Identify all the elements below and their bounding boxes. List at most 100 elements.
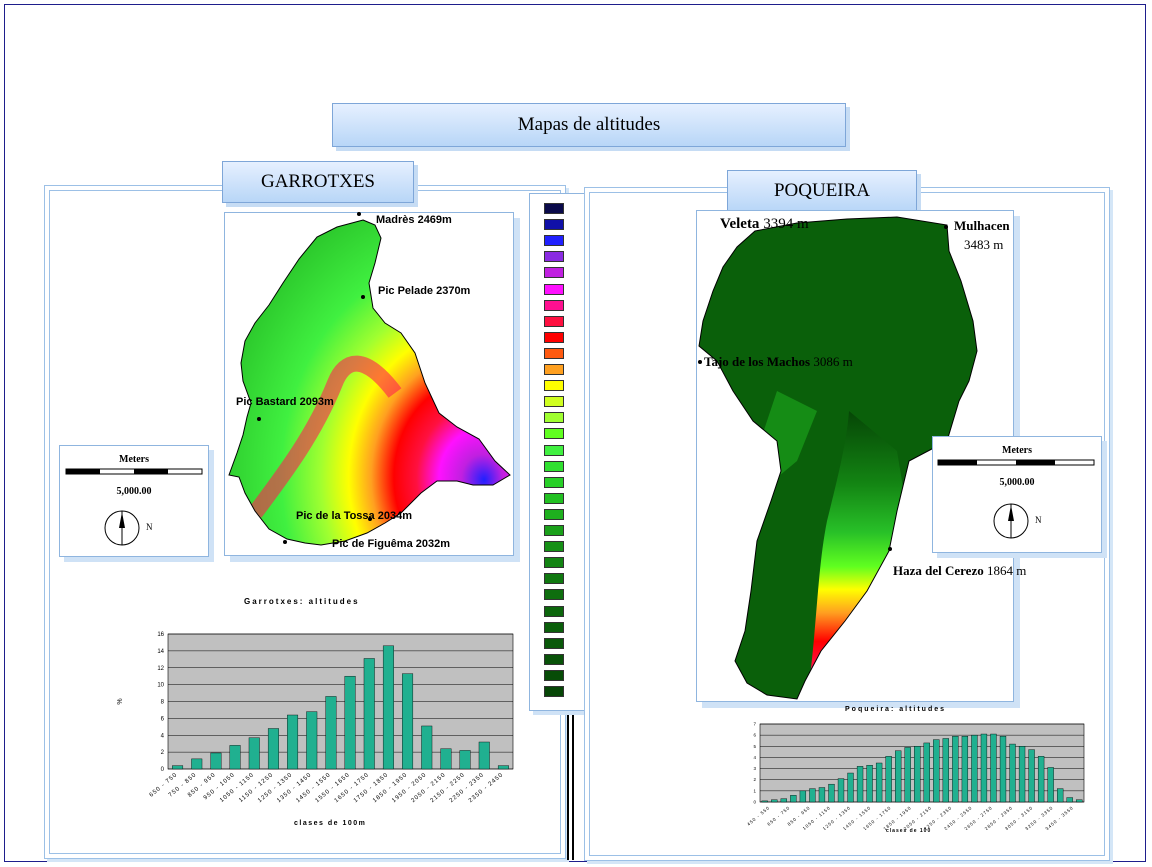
bar xyxy=(1018,746,1026,803)
bar xyxy=(942,738,949,803)
bar xyxy=(402,673,414,770)
bar xyxy=(952,736,959,803)
y-tick-label: 1 xyxy=(753,788,756,793)
legend-swatch xyxy=(544,283,564,295)
peak-label-tajo: Tajo de los Machos 3086 m xyxy=(704,354,853,369)
bar xyxy=(923,742,930,803)
y-tick-label: 0 xyxy=(753,800,756,805)
scale-unit: Meters xyxy=(119,454,149,465)
legend-swatch xyxy=(544,347,564,359)
scale-bar-icon xyxy=(937,459,1095,466)
north-arrow-icon xyxy=(104,510,140,546)
legend-swatch xyxy=(544,396,564,408)
legend-swatch xyxy=(544,573,564,585)
chart-title: Poqueira: altitudes xyxy=(845,706,947,713)
bar xyxy=(799,790,807,803)
legend-swatch xyxy=(544,557,564,569)
bar xyxy=(287,714,299,770)
y-tick-label: 16 xyxy=(157,632,164,638)
bar xyxy=(914,746,921,803)
scale-box-left: Meters 5,000.00 N xyxy=(59,445,209,557)
bar xyxy=(248,737,260,770)
page-frame xyxy=(4,4,1146,862)
legend-swatch xyxy=(544,476,564,488)
legend-swatch xyxy=(544,621,564,633)
bar xyxy=(459,750,471,770)
legend-swatch xyxy=(544,380,564,392)
bar xyxy=(971,734,978,803)
bar xyxy=(904,747,911,803)
bar xyxy=(771,799,778,803)
bar xyxy=(1076,799,1083,803)
legend-swatch xyxy=(544,299,564,311)
bar xyxy=(363,658,375,770)
peak-label-haza: Haza del Cerezo 1864 m xyxy=(893,563,1027,578)
legend-swatch xyxy=(544,267,564,279)
y-tick-label: 4 xyxy=(161,733,165,739)
peak-marker xyxy=(283,540,287,544)
peak-label-mulhacen: Mulhacen xyxy=(954,218,1010,233)
legend-swatch xyxy=(544,219,564,231)
legend-swatch xyxy=(544,508,564,520)
legend-swatch xyxy=(544,605,564,617)
bar xyxy=(847,772,854,803)
bar xyxy=(382,645,394,770)
bar xyxy=(191,758,203,770)
peak-marker xyxy=(368,517,372,521)
peak-marker xyxy=(357,212,361,216)
x-tick-label: 2350 - 2450 xyxy=(468,772,505,804)
north-arrow-icon xyxy=(993,503,1029,539)
legend-swatch xyxy=(544,589,564,601)
bar xyxy=(325,696,337,770)
bar xyxy=(875,762,883,803)
scale-unit: Meters xyxy=(1002,445,1032,456)
legend-swatch xyxy=(544,669,564,681)
plot-area xyxy=(759,723,1085,803)
bar xyxy=(885,756,892,803)
bar xyxy=(1047,767,1054,803)
y-tick-label: 4 xyxy=(753,755,756,760)
legend-swatch xyxy=(544,331,564,343)
bar xyxy=(828,783,835,803)
legend-swatch xyxy=(544,541,564,553)
north-label: N xyxy=(1035,515,1042,525)
bar xyxy=(1028,749,1035,803)
y-tick-label: 2 xyxy=(753,777,756,782)
legend-swatch xyxy=(544,637,564,649)
page-title: Mapas de altitudes xyxy=(332,103,846,147)
peak-label-pic-figuema: Pic de Figuêma 2032m xyxy=(332,538,450,550)
bar xyxy=(818,787,826,803)
chart-title: Garrotxes: altitudes xyxy=(244,597,360,606)
y-tick-label: 3 xyxy=(753,766,756,771)
north-label: N xyxy=(146,522,153,532)
scale-bar-icon xyxy=(65,468,203,475)
bar xyxy=(999,736,1007,803)
bar xyxy=(1037,756,1045,803)
peak-label-mulhacen-alt: 3483 m xyxy=(964,237,1004,252)
y-tick-label: 6 xyxy=(753,733,756,738)
y-tick-label: 10 xyxy=(157,683,164,689)
peak-marker xyxy=(257,417,261,421)
bar xyxy=(990,733,997,803)
x-axis-label: clases de 100 xyxy=(886,828,932,834)
legend-swatch xyxy=(544,686,564,697)
bar xyxy=(1009,743,1016,803)
peak-marker xyxy=(888,547,892,551)
bar xyxy=(344,675,356,770)
bar xyxy=(961,736,969,803)
bar xyxy=(267,728,279,770)
x-axis-label: clases de 100m xyxy=(294,820,367,827)
bar xyxy=(478,741,490,770)
bar xyxy=(809,788,816,803)
y-tick-label: 8 xyxy=(161,700,165,706)
legend-swatch xyxy=(544,428,564,440)
garrotxes-heading: GARROTXES xyxy=(222,161,414,203)
bar xyxy=(837,778,845,803)
divider xyxy=(567,712,569,860)
peak-label-veleta: Veleta 3394 m xyxy=(720,216,809,232)
bar xyxy=(980,733,988,803)
bar xyxy=(306,711,318,770)
y-tick-label: 0 xyxy=(161,767,165,773)
